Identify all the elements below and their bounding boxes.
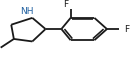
Text: F: F	[63, 0, 68, 9]
Text: NH: NH	[20, 7, 34, 16]
Text: F: F	[124, 25, 129, 34]
